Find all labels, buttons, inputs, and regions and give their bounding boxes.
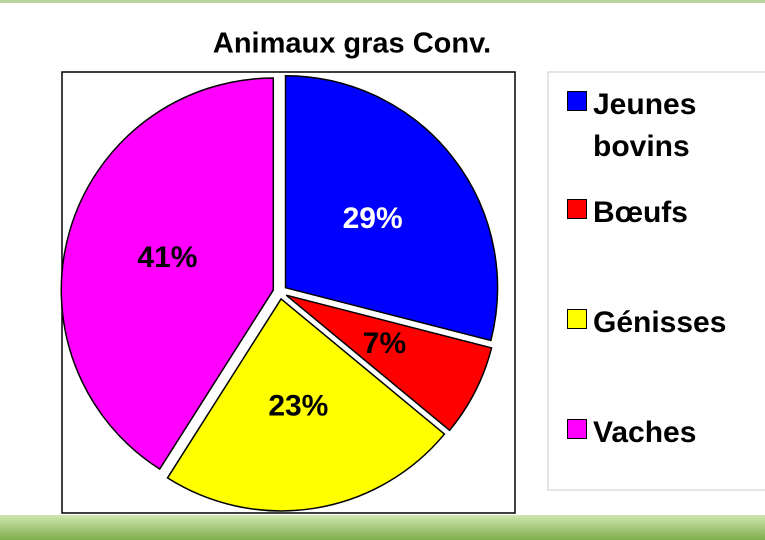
legend-swatch <box>567 309 587 329</box>
slice-label: 23% <box>268 390 328 423</box>
slide: Animaux gras Conv. 29% 7% 23% 41% Jeunes bo… <box>0 0 765 540</box>
legend-label: Jeunes bovins <box>593 84 753 168</box>
slice-label: 7% <box>363 327 406 360</box>
chart: Animaux gras Conv. 29% 7% 23% 41% <box>0 0 765 540</box>
legend-label: Vaches <box>593 412 753 454</box>
top-band <box>0 0 765 3</box>
legend-label: Bœufs <box>593 192 753 234</box>
slice-label: 41% <box>137 241 197 274</box>
grass-band <box>0 515 765 540</box>
slice-label: 29% <box>343 202 403 235</box>
legend-label: Génisses <box>593 302 753 344</box>
legend-item: Génisses <box>567 302 753 344</box>
legend-swatch <box>567 419 587 439</box>
legend-item: Vaches <box>567 412 753 454</box>
legend-item: Jeunes bovins <box>567 84 753 168</box>
chart-title: Animaux gras Conv. <box>213 28 491 60</box>
legend-swatch <box>567 91 587 111</box>
legend-swatch <box>567 199 587 219</box>
legend-item: Bœufs <box>567 192 753 234</box>
